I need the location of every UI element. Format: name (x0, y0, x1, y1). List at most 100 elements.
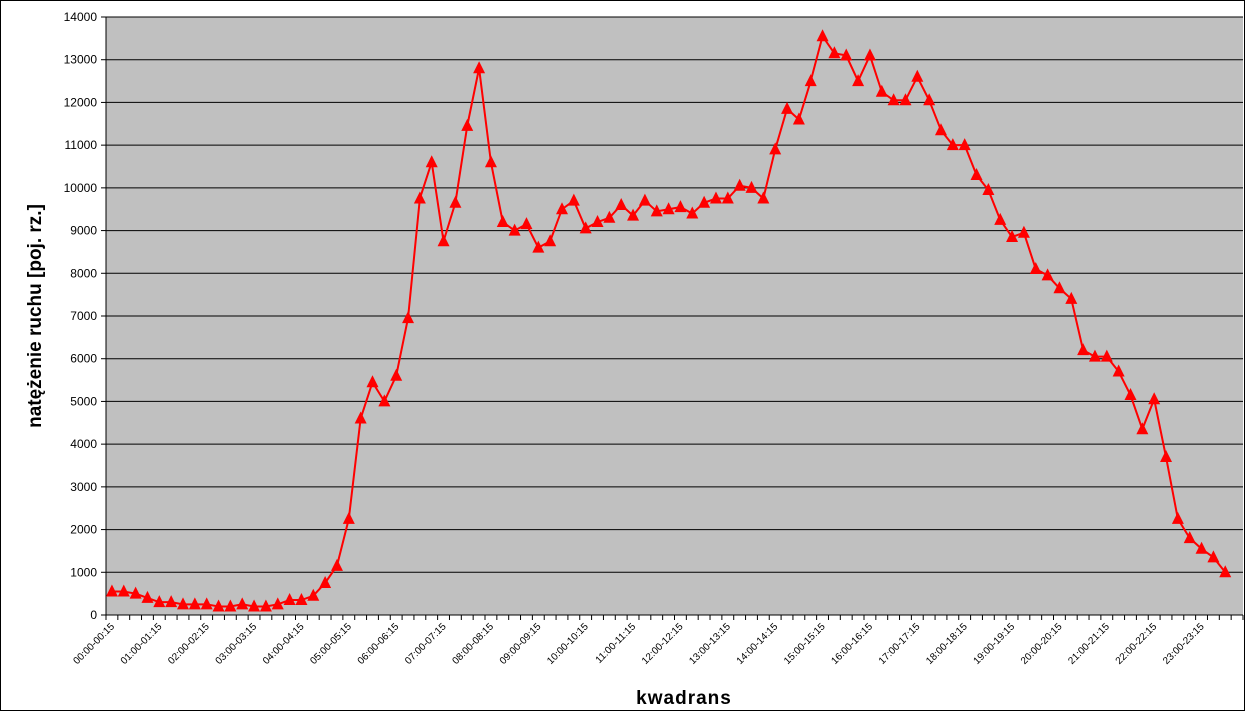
data-point (923, 93, 936, 106)
y-axis-ticks: 0 1000 2000 3000 4000 5000 6000 7000 8000 9000 100… (64, 10, 106, 622)
y-tick-label: 1000 (70, 565, 97, 579)
x-tick-label: 14:00-14:15 (735, 621, 781, 667)
data-point (1195, 541, 1208, 554)
x-tick-label: 10:00-10:15 (545, 621, 591, 667)
data-point (449, 195, 462, 208)
y-tick-label: 7000 (70, 309, 97, 323)
data-point (1065, 291, 1078, 304)
data-point (520, 217, 533, 230)
data-point (1006, 229, 1019, 242)
data-point (141, 590, 154, 603)
data-point (733, 178, 746, 191)
data-point (224, 599, 237, 612)
data-point (804, 74, 817, 87)
data-point (402, 311, 415, 324)
data-point (508, 223, 521, 236)
data-point (769, 142, 782, 155)
data-point (1077, 343, 1090, 356)
x-tick-label: 20:00-20:15 (1019, 621, 1065, 667)
data-point (1160, 449, 1173, 462)
y-tick-label: 13000 (64, 53, 98, 67)
data-point (248, 599, 261, 612)
data-point (319, 575, 332, 588)
x-tick-label: 16:00-16:15 (830, 621, 876, 667)
x-tick-label: 22:00-22:15 (1114, 621, 1160, 667)
data-point (852, 74, 865, 87)
y-tick-label: 0 (90, 608, 97, 622)
data-point (283, 593, 296, 606)
x-tick-label: 21:00-21:15 (1066, 621, 1112, 667)
data-point (721, 191, 734, 204)
data-point (579, 221, 592, 234)
data-point (1053, 281, 1066, 294)
y-tick-label: 4000 (70, 437, 97, 451)
data-point (1017, 225, 1030, 238)
y-tick-label: 5000 (70, 394, 97, 408)
data-point (638, 193, 651, 206)
data-point (129, 586, 142, 599)
data-point (378, 394, 391, 407)
data-point (840, 48, 853, 61)
data-point (1183, 531, 1196, 544)
data-point (295, 593, 308, 606)
data-point (591, 215, 604, 228)
data-point (982, 182, 995, 195)
data-point (1029, 262, 1042, 275)
x-tick-label: 19:00-19:15 (972, 621, 1018, 667)
series-traffic-volume (105, 29, 1232, 612)
data-point (390, 368, 403, 381)
data-point (946, 138, 959, 151)
data-point (674, 200, 687, 213)
data-point (105, 584, 118, 597)
data-point (117, 584, 130, 597)
data-point (603, 210, 616, 223)
data-point (437, 234, 450, 247)
data-point (1207, 550, 1220, 563)
data-point (1136, 422, 1149, 435)
x-tick-label: 01:00-01:15 (119, 621, 165, 667)
data-point (259, 599, 272, 612)
y-axis-title: natężenie ruchu [poj. rz.] (25, 204, 46, 428)
x-tick-label: 12:00-12:15 (640, 621, 686, 667)
data-point (555, 202, 568, 215)
y-tick-label: 8000 (70, 266, 97, 280)
data-point (413, 191, 426, 204)
data-point (484, 155, 497, 168)
data-point (188, 597, 201, 610)
y-tick-label: 14000 (64, 10, 98, 24)
data-point (473, 61, 486, 74)
data-point (934, 123, 947, 136)
data-point (1171, 511, 1184, 524)
x-tick-label: 15:00-15:15 (782, 621, 828, 667)
data-point (1100, 349, 1113, 362)
data-point (165, 595, 178, 608)
data-point (461, 118, 474, 131)
data-point (781, 101, 794, 114)
x-tick-label: 05:00-05:15 (308, 621, 354, 667)
data-point (271, 597, 284, 610)
x-tick-label: 06:00-06:15 (356, 621, 402, 667)
data-point (200, 597, 213, 610)
data-point (153, 595, 166, 608)
x-tick-label: 23:00-23:15 (1161, 621, 1207, 667)
x-axis-title: kwadrans (636, 688, 732, 709)
x-tick-label: 11:00-11:15 (594, 621, 639, 666)
data-point (544, 234, 557, 247)
data-point (911, 69, 924, 82)
y-tick-label: 9000 (70, 224, 97, 238)
data-point (1148, 392, 1161, 405)
data-point (307, 588, 320, 601)
data-point (1219, 565, 1232, 578)
data-point (828, 46, 841, 59)
data-point (875, 84, 888, 97)
x-tick-label: 17:00-17:15 (877, 621, 923, 667)
x-tick-label: 00:00-00:15 (72, 621, 118, 667)
y-tick-label: 6000 (70, 352, 97, 366)
data-point (236, 597, 249, 610)
x-tick-label: 09:00-09:15 (498, 621, 544, 667)
y-tick-label: 10000 (64, 181, 98, 195)
x-tick-label: 02:00-02:15 (166, 621, 212, 667)
data-point (1088, 349, 1101, 362)
